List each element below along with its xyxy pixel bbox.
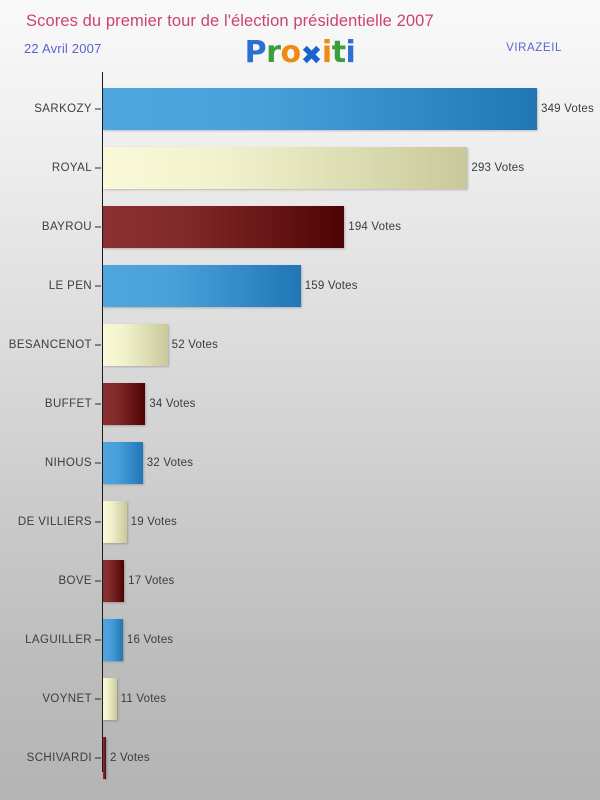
page-title: Scores du premier tour de l'élection pré… <box>26 12 434 30</box>
axis-tick <box>95 344 101 345</box>
bar-track: 34 Votes <box>103 374 600 433</box>
bar-row[interactable]: SCHIVARDI 2 Votes <box>0 728 600 787</box>
axis-tick <box>95 580 101 581</box>
bar-voynet[interactable] <box>103 677 117 720</box>
bar-le-pen[interactable] <box>103 264 301 307</box>
bar-category-label: BAYROU <box>41 220 92 233</box>
bar-value-label: 52 Votes <box>171 338 219 351</box>
bar-row[interactable]: LE PEN 159 Votes <box>0 256 600 315</box>
bar-row[interactable]: BAYROU 194 Votes <box>0 197 600 256</box>
bar-track: 19 Votes <box>103 492 600 551</box>
axis-tick <box>95 285 101 286</box>
bar-category-label: LAGUILLER <box>25 633 92 646</box>
axis-tick <box>95 462 101 463</box>
bar-row[interactable]: BUFFET 34 Votes <box>0 374 600 433</box>
axis-tick <box>95 167 101 168</box>
proxiti-logo[interactable]: Pro✖iti <box>0 35 600 71</box>
bar-category-label: NIHOUS <box>44 456 92 469</box>
bar-track: 32 Votes <box>103 433 600 492</box>
bar-row[interactable]: DE VILLIERS 19 Votes <box>0 492 600 551</box>
bar-value-label: 349 Votes <box>540 102 594 115</box>
bar-category-label: DE VILLIERS <box>17 515 92 528</box>
bar-track: 17 Votes <box>103 551 600 610</box>
bar-row[interactable]: LAGUILLER 16 Votes <box>0 610 600 669</box>
bar-category-label: BUFFET <box>44 397 92 410</box>
bar-track: 2 Votes <box>103 728 600 787</box>
bar-de-villiers[interactable] <box>103 500 127 543</box>
bar-category-label: SARKOZY <box>34 102 92 115</box>
bar-row[interactable]: NIHOUS 32 Votes <box>0 433 600 492</box>
logo-letter-6: t <box>331 35 346 70</box>
bar-value-label: 11 Votes <box>120 692 167 705</box>
axis-tick <box>95 698 101 699</box>
bar-bayrou[interactable] <box>103 205 345 248</box>
bar-row[interactable]: BOVE 17 Votes <box>0 551 600 610</box>
bar-value-label: 16 Votes <box>126 633 174 646</box>
axis-tick <box>95 521 101 522</box>
bar-value-label: 159 Votes <box>304 279 358 292</box>
bar-category-label: VOYNET <box>42 692 92 705</box>
bar-track: 159 Votes <box>103 256 600 315</box>
axis-tick <box>95 757 101 758</box>
bar-category-label: ROYAL <box>51 161 92 174</box>
bar-value-label: 17 Votes <box>128 574 175 587</box>
bar-category-label: BESANCENOT <box>8 338 92 351</box>
y-axis-line <box>102 72 103 772</box>
bar-bove[interactable] <box>103 559 125 602</box>
logo-letter-5: i <box>321 35 332 70</box>
axis-tick <box>95 108 101 109</box>
bar-row[interactable]: VOYNET 11 Votes <box>0 669 600 728</box>
bar-besancenot[interactable] <box>103 323 168 366</box>
logo-letter-1: P <box>244 35 267 70</box>
bar-track: 11 Votes <box>103 669 600 728</box>
bar-row[interactable]: ROYAL 293 Votes <box>0 138 600 197</box>
logo-letter-3: o <box>280 35 301 70</box>
axis-tick <box>95 403 101 404</box>
bar-category-label: BOVE <box>58 574 92 587</box>
bar-sarkozy[interactable] <box>103 87 537 130</box>
logo-letter-2: r <box>266 35 281 70</box>
bar-value-label: 32 Votes <box>146 456 194 469</box>
axis-tick <box>95 639 101 640</box>
logo-letter-4: ✖ <box>300 41 323 71</box>
bar-category-label: SCHIVARDI <box>26 751 92 764</box>
bar-schivardi[interactable] <box>103 736 106 779</box>
bar-value-label: 293 Votes <box>471 161 525 174</box>
bar-buffet[interactable] <box>103 382 146 425</box>
bar-track: 194 Votes <box>103 197 600 256</box>
bar-track: 16 Votes <box>103 610 600 669</box>
chart-plot-area: SARKOZY 349 Votes ROYAL 293 Votes BAYROU 194 … <box>0 72 600 800</box>
bar-value-label: 194 Votes <box>348 220 402 233</box>
bar-value-label: 34 Votes <box>149 397 196 410</box>
bar-row[interactable]: SARKOZY 349 Votes <box>0 79 600 138</box>
axis-tick <box>95 226 101 227</box>
bar-category-label: LE PEN <box>48 279 92 292</box>
bar-royal[interactable] <box>103 146 468 189</box>
chart-date: 22 Avril 2007 <box>24 41 102 56</box>
bar-track: 52 Votes <box>103 315 600 374</box>
bar-row[interactable]: BESANCENOT 52 Votes <box>0 315 600 374</box>
bar-nihous[interactable] <box>103 441 143 484</box>
chart-header: Scores du premier tour de l'élection pré… <box>0 0 600 72</box>
bar-track: 349 Votes <box>103 79 600 138</box>
bar-series: SARKOZY 349 Votes ROYAL 293 Votes BAYROU 194 … <box>0 72 600 800</box>
bar-laguiller[interactable] <box>103 618 123 661</box>
chart-location: VIRAZEIL <box>506 42 562 54</box>
bar-track: 293 Votes <box>103 138 600 197</box>
bar-value-label: 19 Votes <box>130 515 177 528</box>
logo-letter-7: i <box>345 35 356 70</box>
bar-value-label: 2 Votes <box>110 751 150 764</box>
subtitle-row: 22 Avril 2007 Pro✖iti VIRAZEIL <box>0 35 600 71</box>
